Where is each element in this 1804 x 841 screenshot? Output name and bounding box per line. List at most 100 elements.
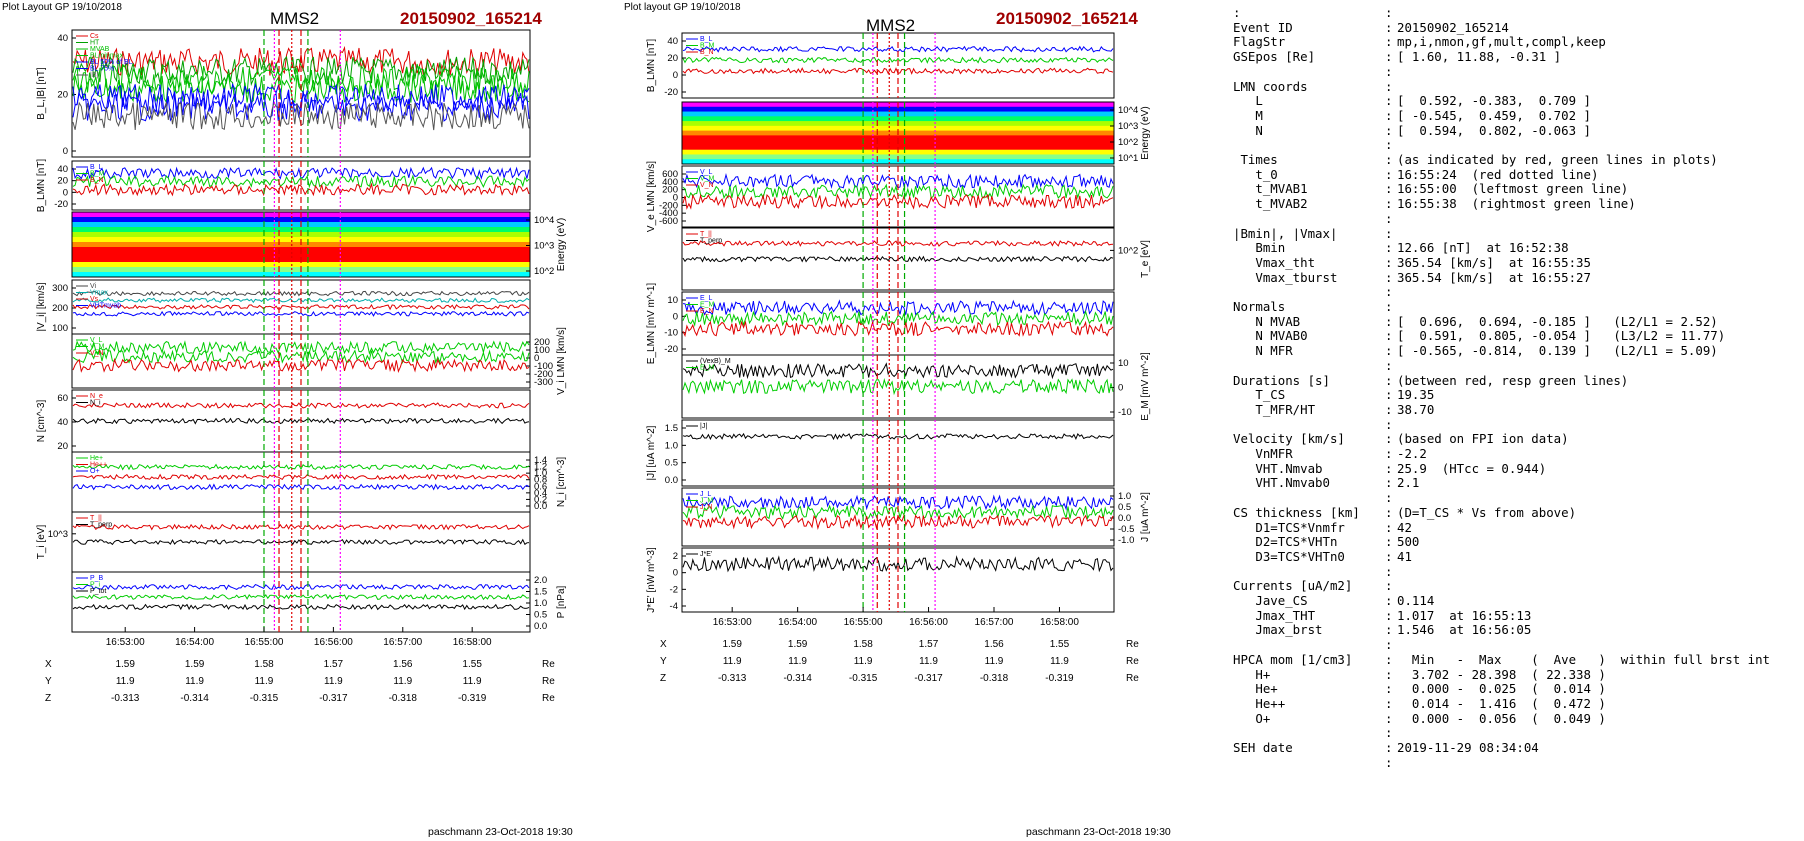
mid-legend-entry: J*E' (700, 551, 712, 558)
info-colon: : (1385, 240, 1393, 256)
info-value: [ 1.60, 11.88, -0.31 ] (1397, 49, 1562, 65)
left-panel-6: 60 40 20 N [cm^-3] N_eN_i (36, 389, 531, 453)
mid-pos-value: 1.57 (919, 639, 939, 650)
left-ytick-label: 2.0 (534, 575, 547, 586)
mid-ytick-label: 1.0 (665, 440, 678, 451)
info-value: 41 (1397, 548, 1412, 564)
info-key: D3=TCS*VHTn0 (1233, 548, 1345, 564)
info-colon: : (1385, 578, 1393, 594)
left-ytick-label: 0 (63, 187, 68, 198)
left-figure: Plot Layout GP 19/10/2018 MMS2 20150902_… (2, 2, 573, 838)
info-colon: : (1385, 725, 1393, 741)
info-colon: : (1385, 475, 1393, 491)
left-series-line (72, 45, 530, 76)
left-legend-entry: BL 75% (90, 66, 114, 73)
mid-pos-row-label: Z (660, 673, 666, 684)
left-ylabel: Energy (eV) (556, 218, 567, 271)
left-time-axis: 16:53:00 16:54:00 16:55:00 16:56:00 16:57:00… (106, 627, 492, 648)
info-key: Jmax_THT (1233, 607, 1316, 623)
info-key: T_MFR/HT (1233, 401, 1316, 417)
mid-xtick-label: 16:53:00 (713, 617, 752, 628)
left-legend-entry: |B| (90, 72, 98, 79)
middle-position-table: X 1.59 1.59 1.58 1.57 1.56 1.55 Re Y 11.9 11.9 11.9… (660, 639, 1139, 684)
left-series-line (72, 402, 530, 409)
info-key: t_MVAB1 (1233, 181, 1308, 197)
mid-legend-entry: J_N (700, 504, 712, 511)
mid-ylabel: Energy (eV) (1140, 106, 1151, 159)
left-pos-value: 11.9 (255, 676, 274, 687)
mid-ytick-label: 10 (667, 295, 678, 306)
info-key: Times (1233, 152, 1278, 167)
left-ylabel: V_i LMN [km/s] (556, 327, 567, 395)
info-colon: : (1385, 534, 1393, 550)
mid-legend-entry: J_L (700, 491, 711, 498)
info-value: 42 (1397, 519, 1412, 535)
left-ytick-label: 1.0 (534, 598, 547, 609)
info-colon: : (1385, 387, 1393, 403)
info-value: 16:55:00 (leftmost green line) (1397, 181, 1629, 197)
left-xtick-label: 16:58:00 (453, 637, 492, 648)
mid-pos-value: -0.318 (980, 673, 1009, 684)
info-key: t_0 (1233, 166, 1278, 182)
left-spectrogram-band (72, 227, 530, 233)
info-key: T_CS (1233, 387, 1286, 403)
mid-ytick-label: 0 (673, 568, 678, 579)
middle-spacecraft: MMS2 (866, 16, 915, 35)
mid-ytick-label: 600 (662, 169, 678, 180)
mid-series-line (682, 432, 1114, 441)
mid-ytick-label: -600 (659, 216, 678, 227)
info-value: 2019-11-29 08:34:04 (1397, 740, 1539, 755)
left-legend-entry: B_N (90, 177, 104, 184)
info-colon: : (1385, 446, 1393, 461)
left-pos-value: 1.55 (462, 659, 482, 670)
left-position-table: X 1.59 1.59 1.58 1.57 1.56 1.55 Re Y 11.9 11.9 11.9… (45, 659, 555, 704)
left-pos-value: 1.59 (185, 659, 205, 670)
mid-ytick-label: -200 (659, 200, 678, 211)
left-ytick-label: 10^3 (48, 529, 68, 540)
info-colon: : (1385, 299, 1393, 314)
info-key: LMN coords (1233, 78, 1308, 94)
left-xtick-label: 16:54:00 (175, 637, 214, 648)
mid-ylabel: E_LMN [mV m^-1] (646, 283, 657, 365)
left-series-line (72, 593, 530, 601)
info-colon: : (1385, 284, 1393, 300)
mid-ylabel: T_e [eV] (1140, 240, 1151, 278)
left-pos-row-label: Y (45, 676, 52, 687)
left-pos-row-label: X (45, 659, 52, 670)
left-legend-entry: T_|| (90, 515, 102, 522)
mid-panel-2: 10^4 10^3 10^2 10^1 Energy (eV) (681, 101, 1151, 165)
info-key: Currents [uA/m2] (1233, 578, 1353, 594)
left-ytick-label: 40 (57, 33, 68, 44)
left-legend-entry: N_i (90, 400, 101, 407)
info-key: Vmax_tburst (1233, 269, 1338, 285)
left-pos-value: 1.59 (115, 659, 135, 670)
mid-ytick-label: 0 (673, 70, 678, 81)
left-legend-entry: P_B (90, 575, 104, 582)
mid-pos-unit: Re (1126, 656, 1139, 667)
left-ytick-label: 100 (534, 345, 550, 356)
mid-ytick-label: 10^3 (1118, 121, 1138, 132)
mid-pos-value: -0.314 (783, 673, 812, 684)
info-colon: : (1385, 254, 1393, 270)
info-colon: : (1385, 740, 1393, 755)
info-key: GSEpos [Re] (1233, 49, 1316, 65)
left-xtick-label: 16:55:00 (245, 637, 284, 648)
info-colon: : (1385, 343, 1393, 359)
left-legend-entry: P_i (90, 582, 101, 589)
left-ytick-label: 0.5 (534, 610, 547, 621)
info-value: (D=T_CS * Vs from above) (1397, 504, 1577, 520)
left-ylabel: B_LMN [nT] (36, 159, 47, 213)
left-ytick-label: 10^3 (534, 241, 554, 252)
left-ytick-label: 10^2 (534, 266, 554, 277)
left-ytick-label: 20 (57, 90, 68, 101)
mid-ytick-label: 400 (662, 177, 678, 188)
mid-pos-value: 11.9 (919, 656, 938, 667)
mid-series-line (682, 377, 1114, 396)
left-xtick-label: 16:53:00 (106, 637, 145, 648)
middle-time-axis: 16:53:00 16:54:00 16:55:00 16:56:00 16:57:00… (713, 607, 1079, 628)
left-legend-entry: T_perp (90, 522, 112, 529)
left-ytick-label: -200 (534, 369, 553, 380)
